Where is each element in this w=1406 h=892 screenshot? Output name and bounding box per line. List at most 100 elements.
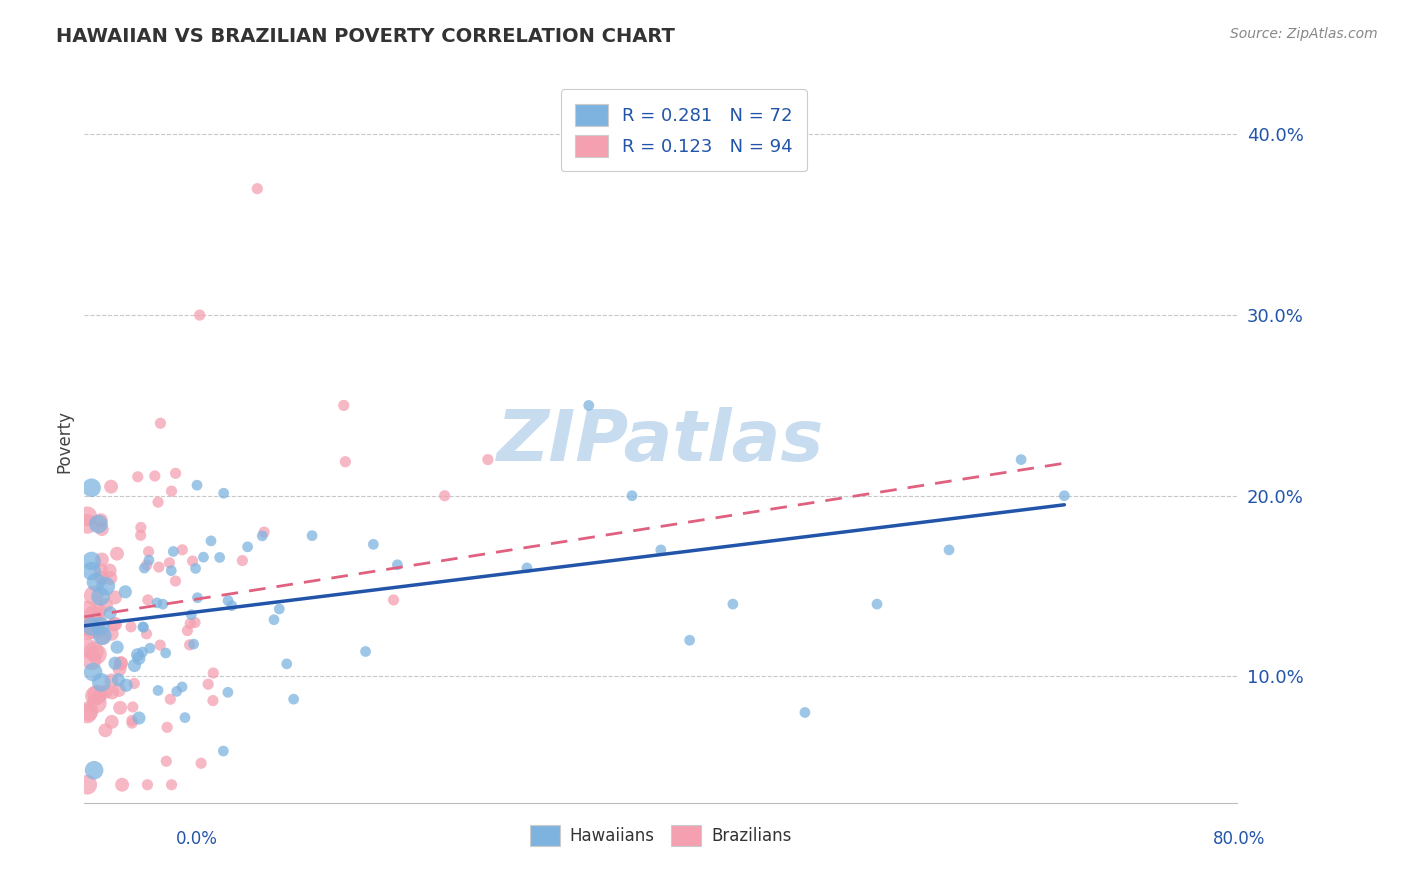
- Point: [131, 645, 153, 659]
- Point: [127, 469, 149, 483]
- Point: [84, 689, 107, 703]
- Point: [84, 575, 107, 590]
- Point: [166, 684, 188, 698]
- Point: [335, 455, 357, 469]
- Point: [98, 606, 121, 620]
- Point: [108, 701, 131, 715]
- Point: [208, 550, 231, 565]
- Point: [89, 689, 111, 703]
- Point: [100, 714, 122, 729]
- Point: [201, 693, 224, 707]
- Point: [143, 469, 166, 483]
- Point: [186, 478, 208, 492]
- Point: [115, 678, 138, 692]
- Point: [263, 613, 285, 627]
- Point: [221, 599, 243, 613]
- Point: [100, 673, 122, 688]
- Point: [103, 617, 125, 632]
- Point: [148, 560, 170, 574]
- Point: [165, 574, 187, 588]
- Point: [155, 646, 177, 660]
- Point: [86, 696, 108, 710]
- Point: [110, 657, 132, 671]
- Point: [156, 720, 179, 734]
- Point: [149, 417, 172, 431]
- Point: [134, 561, 156, 575]
- Point: [80, 564, 103, 578]
- Point: [80, 554, 103, 568]
- Point: [1053, 489, 1076, 503]
- Point: [578, 398, 600, 412]
- Point: [94, 598, 117, 612]
- Point: [200, 533, 222, 548]
- Point: [197, 677, 219, 691]
- Point: [188, 308, 211, 322]
- Point: [127, 648, 149, 662]
- Point: [269, 602, 291, 616]
- Point: [138, 553, 160, 567]
- Point: [160, 778, 183, 792]
- Point: [83, 608, 105, 623]
- Point: [94, 579, 117, 593]
- Point: [146, 495, 169, 509]
- Point: [183, 637, 205, 651]
- Point: [100, 627, 122, 641]
- Point: [202, 666, 225, 681]
- Point: [181, 554, 204, 568]
- Point: [172, 542, 194, 557]
- Point: [162, 544, 184, 558]
- Point: [108, 662, 131, 676]
- Point: [165, 467, 187, 481]
- Point: [1010, 452, 1032, 467]
- Point: [128, 651, 150, 665]
- Point: [184, 615, 207, 630]
- Point: [139, 641, 162, 656]
- Point: [129, 520, 152, 534]
- Point: [679, 633, 702, 648]
- Point: [104, 591, 127, 605]
- Point: [159, 692, 181, 706]
- Point: [108, 683, 131, 698]
- Point: [186, 591, 208, 605]
- Point: [100, 480, 122, 494]
- Point: [91, 629, 114, 643]
- Point: [132, 620, 155, 634]
- Point: [83, 589, 105, 603]
- Point: [160, 564, 183, 578]
- Point: [866, 597, 889, 611]
- Point: [146, 683, 169, 698]
- Point: [212, 744, 235, 758]
- Point: [124, 676, 146, 690]
- Point: [252, 529, 274, 543]
- Point: [89, 619, 111, 633]
- Point: [107, 673, 129, 687]
- Point: [276, 657, 298, 671]
- Point: [76, 603, 98, 617]
- Point: [621, 489, 644, 503]
- Point: [217, 685, 239, 699]
- Point: [180, 607, 202, 622]
- Point: [105, 547, 128, 561]
- Point: [90, 590, 112, 604]
- Point: [87, 516, 110, 531]
- Point: [83, 764, 105, 778]
- Point: [80, 481, 103, 495]
- Point: [104, 616, 127, 631]
- Legend: Hawaiians, Brazilians: Hawaiians, Brazilians: [523, 819, 799, 852]
- Point: [80, 653, 103, 667]
- Point: [135, 558, 157, 572]
- Point: [301, 529, 323, 543]
- Point: [132, 620, 155, 634]
- Point: [129, 528, 152, 542]
- Point: [114, 584, 136, 599]
- Point: [98, 564, 121, 578]
- Point: [87, 610, 110, 624]
- Point: [83, 644, 105, 658]
- Point: [121, 714, 143, 728]
- Point: [82, 622, 104, 636]
- Point: [101, 685, 124, 699]
- Point: [121, 700, 143, 714]
- Point: [128, 711, 150, 725]
- Point: [179, 616, 201, 631]
- Text: Source: ZipAtlas.com: Source: ZipAtlas.com: [1230, 27, 1378, 41]
